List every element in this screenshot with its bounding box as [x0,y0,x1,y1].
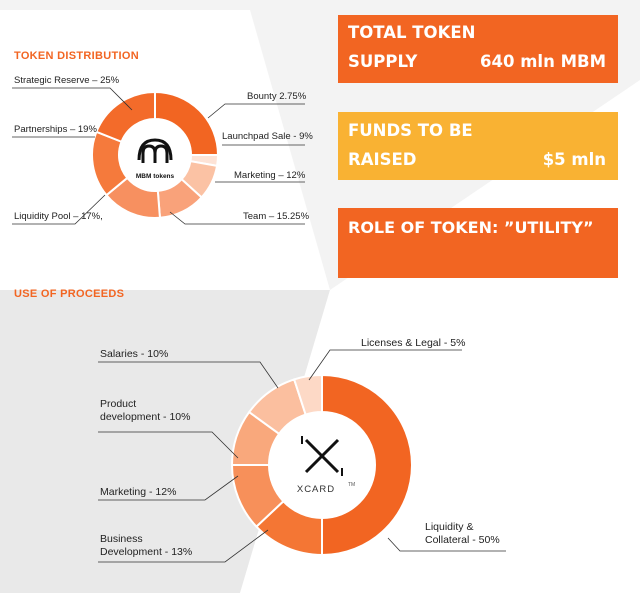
role-text: ROLE OF TOKEN: ”UTILITY” [348,218,594,237]
total-supply-box: TOTAL TOKEN SUPPLY 640 mln MBM [338,15,618,83]
label-product-1: Product [100,398,137,410]
proceeds-leader-lines [98,349,506,563]
label-licenses: Licenses & Legal - 5% [361,337,466,349]
label-marketing-proceeds: Marketing - 12% [100,486,177,498]
funds-box: FUNDS TO BE RAISED $5 mln [338,112,618,180]
label-strategic-reserve: Strategic Reserve – 25% [14,75,120,86]
label-partnerships: Partnerships – 19% [14,124,97,135]
use-of-proceeds-title: USE OF PROCEEDS [14,288,125,300]
label-product-2: development - 10% [100,411,191,423]
xcard-logo-icon [301,436,343,476]
funds-line1: FUNDS TO BE [348,121,473,140]
proceeds-donut-center [269,412,375,518]
role-box: ROLE OF TOKEN: ”UTILITY” [338,208,618,278]
label-liquidity-1: Liquidity & [425,521,474,533]
funds-value: $5 mln [542,150,606,169]
supply-line2: SUPPLY [348,52,418,71]
label-liquidity-pool: Liquidity Pool – 17%, [14,211,103,222]
label-launchpad: Launchpad Sale - 9% [222,131,313,142]
label-bounty: Bounty 2.75% [247,91,307,102]
token-center-label: MBM tokens [136,173,175,180]
label-liquidity-2: Collateral - 50% [425,534,500,546]
label-marketing: Marketing – 12% [234,170,306,181]
label-team: Team – 15.25% [243,211,310,222]
supply-line1: TOTAL TOKEN [348,23,476,42]
xcard-label: XCARD [297,484,335,495]
token-distribution-title: TOKEN DISTRIBUTION [14,50,139,62]
mbm-logo-icon [137,138,173,163]
label-business-2: Development - 13% [100,546,193,558]
label-salaries: Salaries - 10% [100,348,169,360]
funds-line2: RAISED [348,150,417,169]
label-business-1: Business [100,533,143,545]
token-leader-lines [12,87,305,225]
xcard-tm: TM [348,482,355,488]
supply-value: 640 mln MBM [480,52,606,71]
